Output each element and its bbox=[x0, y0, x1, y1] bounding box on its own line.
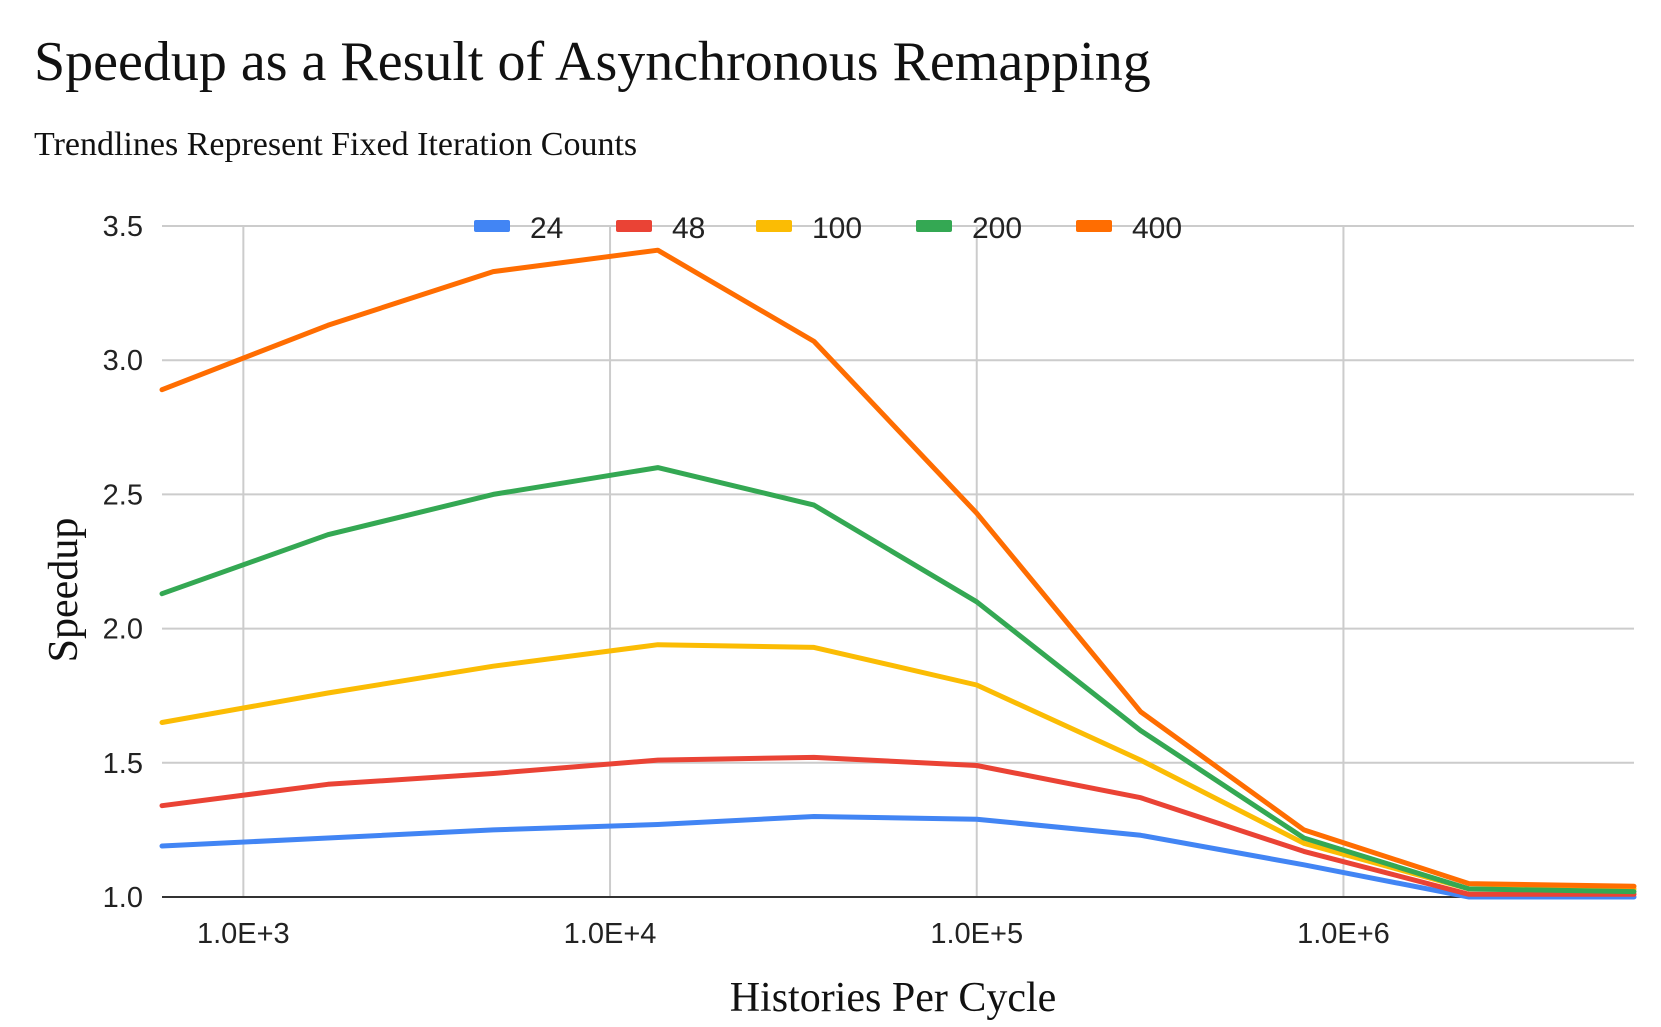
legend-label-400: 400 bbox=[1132, 212, 1182, 245]
x-tick-label: 1.0E+3 bbox=[197, 918, 290, 950]
y-axis-title: Speedup bbox=[41, 518, 87, 663]
series-line-48 bbox=[159, 754, 1637, 897]
chart-subtitle: Trendlines Represent Fixed Iteration Cou… bbox=[34, 126, 638, 163]
y-tick-label: 1.0 bbox=[103, 882, 143, 914]
x-axis-title: Histories Per Cycle bbox=[730, 975, 1057, 1021]
legend-swatch-400 bbox=[1076, 220, 1112, 232]
y-tick-label: 3.0 bbox=[103, 345, 143, 377]
series-lines bbox=[159, 247, 1637, 900]
series-line-400 bbox=[159, 247, 1637, 889]
y-tick-label: 2.5 bbox=[103, 479, 143, 511]
legend: 24 48 100 200 400 bbox=[474, 212, 1182, 245]
x-tick-label: 1.0E+6 bbox=[1297, 918, 1390, 950]
x-tick-label: 1.0E+4 bbox=[564, 918, 657, 950]
legend-label-48: 48 bbox=[672, 212, 705, 245]
series-line-100 bbox=[159, 642, 1637, 892]
legend-swatch-48 bbox=[616, 220, 652, 232]
y-tick-label: 1.5 bbox=[103, 748, 143, 780]
grid-lines bbox=[162, 225, 1634, 898]
y-tick-label: 3.5 bbox=[103, 211, 143, 243]
legend-swatch-200 bbox=[916, 220, 952, 232]
legend-swatch-24 bbox=[474, 220, 510, 232]
y-tick-labels: 1.0 1.5 2.0 2.5 3.0 3.5 bbox=[103, 211, 143, 914]
x-tick-label: 1.0E+5 bbox=[930, 918, 1023, 950]
legend-label-200: 200 bbox=[972, 212, 1022, 245]
y-tick-label: 2.0 bbox=[103, 614, 143, 646]
legend-swatch-100 bbox=[756, 220, 792, 232]
chart-title: Speedup as a Result of Asynchronous Rema… bbox=[34, 31, 1151, 93]
series-line-200 bbox=[159, 465, 1637, 895]
x-tick-labels: 1.0E+3 1.0E+4 1.0E+5 1.0E+6 bbox=[197, 918, 1390, 950]
legend-label-24: 24 bbox=[530, 212, 563, 245]
series-line-24 bbox=[159, 814, 1637, 900]
legend-label-100: 100 bbox=[812, 212, 862, 245]
